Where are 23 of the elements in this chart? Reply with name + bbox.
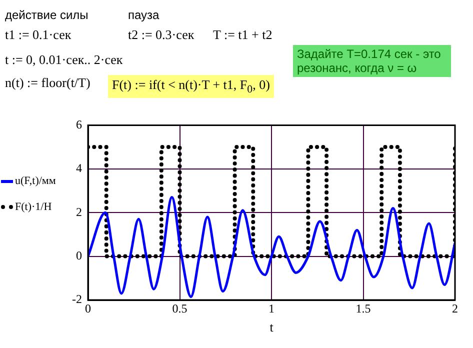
y-tick-label: 4 — [76, 161, 82, 176]
text: пауза — [128, 8, 160, 22]
text: n(t) := floor(t/T) — [5, 75, 90, 91]
legend-label: F(t)·1/Н — [15, 201, 52, 213]
text: t := 0, 0.01·сек.. 2·сек — [5, 52, 123, 68]
text: F(t) := if(t < n(t)·T + t1, F$_{0}$, 0) — [108, 75, 274, 98]
text: t2 := 0.3·сек — [128, 27, 194, 43]
x-tick-label: 0 — [85, 301, 91, 316]
text: t1 := 0.1·сек — [5, 27, 72, 43]
y-tick-label: 0 — [76, 248, 82, 262]
text: действие силы — [5, 8, 88, 22]
y-tick-label: 2 — [76, 204, 82, 219]
text: T := t1 + t2 — [213, 27, 272, 43]
x-axis-title: t — [270, 320, 274, 335]
x-tick-label: 1.5 — [356, 301, 371, 316]
line-series — [88, 196, 455, 298]
x-tick-label: 1 — [268, 301, 274, 316]
text: Задайте T=0.174 сек - это резонанс, когда ν = ω — [293, 45, 451, 77]
y-tick-label: -2 — [72, 292, 82, 306]
x-tick-label: 2 — [452, 301, 458, 316]
legend-label: u(F,t)/мм — [15, 175, 56, 187]
y-tick-label: 6 — [76, 117, 82, 132]
x-tick-label: 0.5 — [172, 301, 188, 316]
